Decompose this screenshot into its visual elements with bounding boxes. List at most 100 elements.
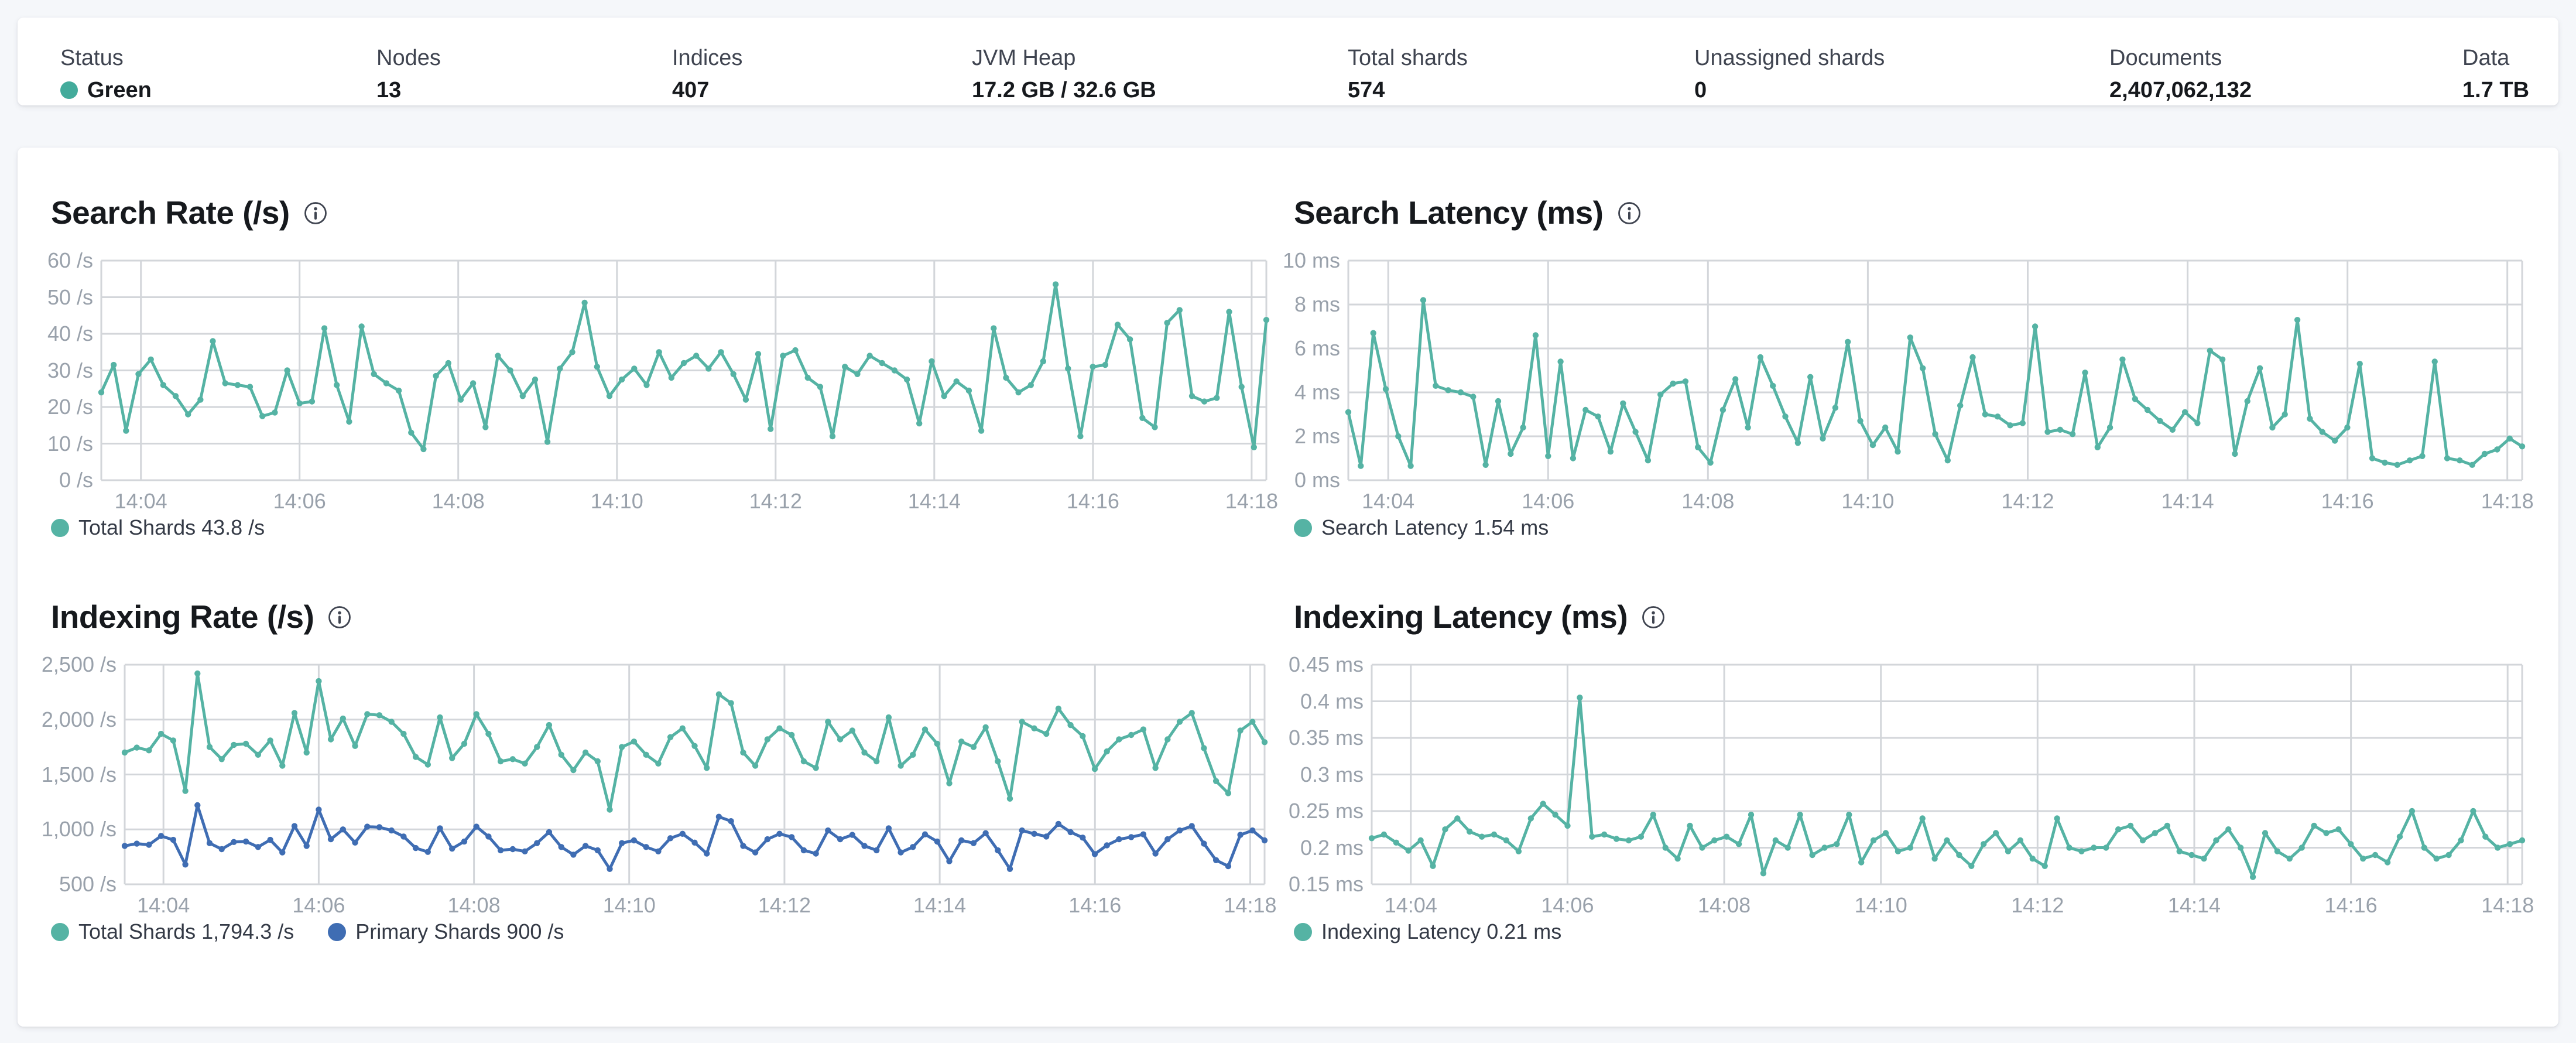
search-rate-plot[interactable] [98, 259, 1270, 481]
x-axis-tick-label: 14:10 [1841, 489, 1895, 513]
search-rate-chart: Search Rate (/s) Total Shards 43.8 /s 60… [18, 148, 2558, 1027]
stat-label: Status [60, 46, 124, 70]
info-icon[interactable] [1616, 200, 1642, 225]
x-axis-tick-label: 14:18 [2481, 489, 2534, 513]
y-axis-tick-label: 2,000 /s [41, 707, 117, 731]
legend-dot-icon [51, 518, 69, 537]
indexing-rate-legend: Total Shards 1,794.3 /s Primary Shards 90… [51, 919, 564, 944]
x-axis-tick-label: 14:12 [749, 489, 802, 513]
x-axis-tick-label: 14:18 [1224, 893, 1277, 917]
x-axis-tick-label: 14:08 [1681, 489, 1735, 513]
y-axis-tick-label: 4 ms [1294, 380, 1340, 404]
y-axis-tick-label: 0.35 ms [1288, 726, 1364, 750]
y-axis-tick-label: 0.45 ms [1288, 652, 1364, 676]
x-axis-tick-label: 14:08 [447, 893, 501, 917]
y-axis-tick-label: 0.4 ms [1300, 689, 1364, 713]
grid-lines [100, 259, 1268, 481]
search-latency-legend: Search Latency 1.54 ms [1294, 515, 1549, 540]
y-axis-tick-label: 20 /s [47, 395, 93, 419]
x-axis-tick-label: 14:18 [1225, 489, 1278, 513]
x-axis-tick-label: 14:16 [2324, 893, 2378, 917]
stat-value: 0 [1694, 78, 1707, 102]
x-axis-tick-label: 14:14 [913, 893, 967, 917]
y-axis-tick-label: 0 /s [59, 468, 93, 492]
health-dot-icon [60, 81, 78, 99]
y-axis-tick-label: 0.15 ms [1288, 872, 1364, 896]
legend-dot-icon [51, 922, 69, 941]
series-markers [121, 670, 1268, 813]
stat-label: Total shards [1348, 46, 1468, 70]
indexing-rate-plot[interactable] [121, 664, 1268, 885]
indexing-rate-plot-svg[interactable] [121, 664, 1268, 885]
chart-title-text: Search Latency (ms) [1294, 194, 1604, 231]
grid-lines [124, 664, 1266, 885]
x-axis-tick-label: 14:16 [1066, 489, 1119, 513]
legend-item: Total Shards 1,794.3 /s [51, 919, 294, 944]
series-line-primary-shards [123, 803, 1266, 871]
x-axis-tick-label: 14:08 [431, 489, 485, 513]
search-latency-plot[interactable] [1345, 259, 2526, 481]
grid-lines [1347, 259, 2523, 481]
chart-title: Search Latency (ms) [1294, 194, 1642, 231]
search-latency-plot-svg[interactable] [1345, 259, 2526, 481]
stat-value: 574 [1348, 78, 1385, 102]
x-axis-tick-label: 14:06 [1541, 893, 1594, 917]
indexing-latency-plot-svg[interactable] [1368, 664, 2526, 885]
x-axis-tick-label: 14:04 [1384, 893, 1437, 917]
y-axis-tick-label: 8 ms [1294, 292, 1340, 316]
y-axis-tick-label: 10 ms [1282, 248, 1340, 272]
x-axis-tick-label: 14:04 [1362, 489, 1415, 513]
indexing-latency-chart: Indexing Latency (ms) Indexing Latency 0… [18, 148, 2558, 1027]
grid-lines [1371, 664, 2523, 885]
search-rate-plot-svg[interactable] [98, 259, 1270, 481]
legend-dot-icon [1294, 518, 1312, 537]
stat-value: 1.7 TB [2462, 78, 2530, 102]
chart-title: Search Rate (/s) [51, 194, 328, 231]
x-axis-tick-label: 14:12 [758, 893, 811, 917]
x-axis-tick-label: 14:10 [602, 893, 656, 917]
legend-label: Primary Shards 900 /s [355, 919, 564, 943]
legend-item: Total Shards 43.8 /s [51, 515, 265, 540]
x-axis-tick-label: 14:16 [1068, 893, 1122, 917]
legend-label: Total Shards 43.8 /s [78, 515, 265, 539]
x-axis-tick-label: 14:08 [1698, 893, 1751, 917]
x-axis-tick-label: 14:16 [2321, 489, 2374, 513]
chart-title-text: Indexing Rate (/s) [51, 599, 314, 635]
y-axis-tick-label: 1,000 /s [41, 817, 117, 842]
legend-item: Search Latency 1.54 ms [1294, 515, 1549, 540]
legend-label: Search Latency 1.54 ms [1321, 515, 1549, 539]
y-axis-tick-label: 2,500 /s [41, 652, 117, 676]
indexing-latency-legend: Indexing Latency 0.21 ms [1294, 919, 1561, 944]
series-line-search-latency [1347, 299, 2524, 468]
stat-label: Unassigned shards [1694, 46, 1885, 70]
chart-title-text: Search Rate (/s) [51, 194, 290, 231]
legend-dot-icon [1294, 922, 1312, 941]
y-axis-tick-label: 500 /s [59, 872, 117, 896]
x-axis-tick-label: 14:06 [292, 893, 345, 917]
x-axis-tick-label: 14:12 [2011, 893, 2064, 917]
stat-label: Data [2462, 46, 2510, 70]
y-axis-tick-label: 30 /s [47, 358, 93, 382]
x-axis-tick-label: 14:12 [2001, 489, 2054, 513]
y-axis-tick-label: 0.3 ms [1300, 762, 1364, 786]
chart-title: Indexing Latency (ms) [1294, 599, 1666, 635]
cluster-status-bar: Status Green Nodes 13 Indices 407 JVM Heap 17.2… [18, 18, 2558, 105]
y-axis-tick-label: 6 ms [1294, 336, 1340, 360]
y-axis-tick-label: 2 ms [1294, 424, 1340, 448]
legend-item: Primary Shards 900 /s [328, 919, 564, 944]
indexing-rate-chart: Indexing Rate (/s) Total Shards 1,794.3 … [18, 148, 2558, 1027]
info-icon[interactable] [327, 604, 352, 630]
x-axis-tick-label: 14:10 [590, 489, 643, 513]
info-icon[interactable] [1640, 604, 1666, 630]
legend-dot-icon [328, 922, 347, 941]
y-axis-tick-label: 50 /s [47, 285, 93, 309]
stat-value: Green [60, 77, 152, 103]
stat-value: 13 [376, 78, 402, 102]
y-axis-tick-label: 0.2 ms [1300, 835, 1364, 860]
x-axis-tick-label: 14:06 [1522, 489, 1575, 513]
search-latency-chart: Search Latency (ms) Search Latency 1.54 … [18, 148, 2558, 1027]
x-axis-tick-label: 14:14 [907, 489, 961, 513]
info-icon[interactable] [303, 200, 328, 225]
indexing-latency-plot[interactable] [1368, 664, 2526, 885]
x-axis-tick-label: 14:14 [2161, 489, 2214, 513]
